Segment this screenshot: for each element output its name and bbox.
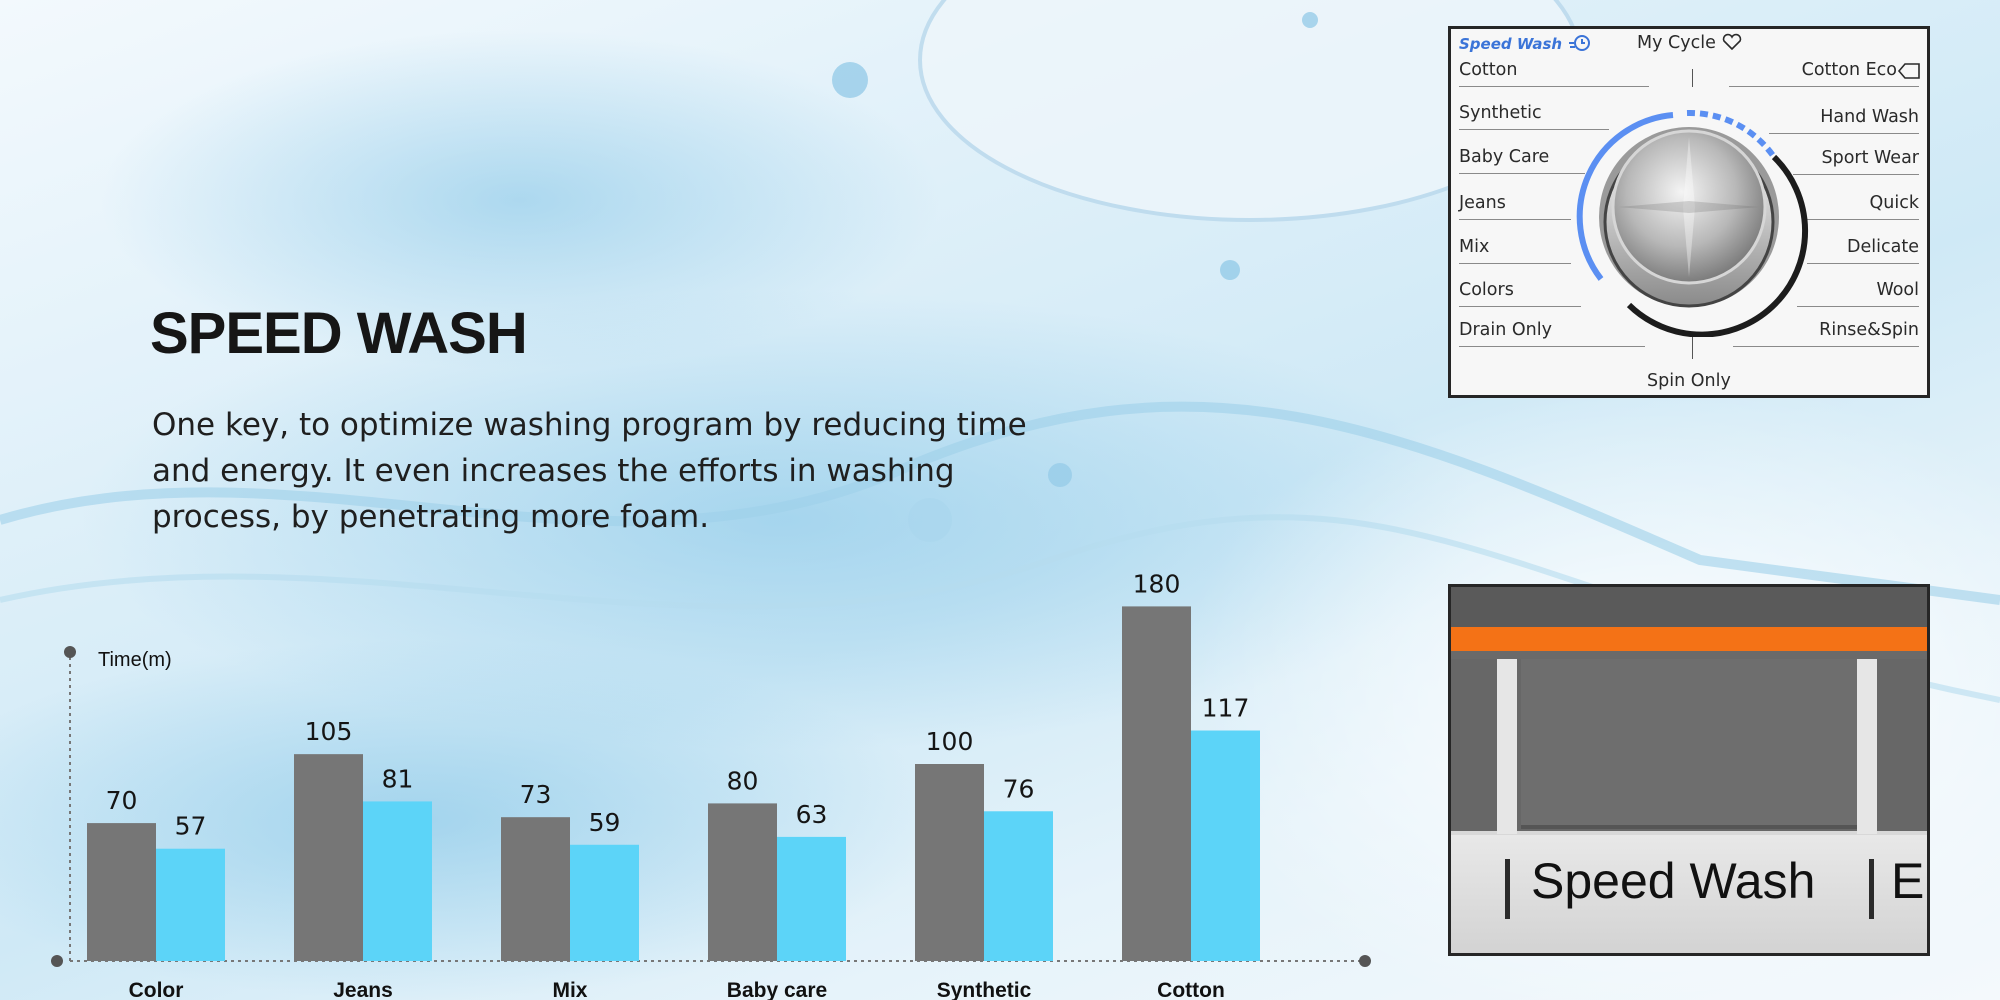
program-baby-care[interactable]: Baby Care xyxy=(1459,147,1550,167)
data-label: 117 xyxy=(1202,694,1250,723)
heart-hand-icon xyxy=(1723,33,1742,51)
program-hand-wash[interactable]: Hand Wash xyxy=(1820,107,1919,127)
bar xyxy=(363,801,432,961)
speed-wash-button[interactable]: Speed Wash xyxy=(1531,853,1816,909)
orange-strip xyxy=(1451,627,1927,651)
program-rinse-spin[interactable]: Rinse&Spin xyxy=(1819,320,1919,340)
category-label: Baby care xyxy=(727,979,827,1000)
page-title: SPEED WASH xyxy=(150,301,528,366)
bar xyxy=(777,836,846,961)
program-divider xyxy=(1733,346,1919,347)
program-jeans[interactable]: Jeans xyxy=(1459,193,1506,213)
my-cycle-text: My Cycle xyxy=(1637,33,1716,53)
program-divider xyxy=(1459,86,1649,87)
program-cotton[interactable]: Cotton xyxy=(1459,60,1518,80)
category-label: Mix xyxy=(552,979,587,1000)
bar xyxy=(1122,606,1191,961)
program-divider xyxy=(1459,219,1571,220)
time-comparison-chart: Time(m) 70 57 Color 105 81 Jeans 73 59 Mix 80 63 Bab… xyxy=(51,569,1371,1000)
program-colors[interactable]: Colors xyxy=(1459,280,1514,300)
program-spin-only[interactable]: Spin Only xyxy=(1647,371,1731,391)
panel-divider xyxy=(1857,659,1877,834)
category-label: Synthetic xyxy=(937,979,1032,1000)
dial-tick xyxy=(1692,69,1693,87)
program-quick[interactable]: Quick xyxy=(1869,193,1919,213)
category-label: Cotton xyxy=(1157,979,1225,1000)
data-label: 81 xyxy=(382,764,414,793)
y-axis-label: Time(m) xyxy=(98,649,172,671)
button-separator xyxy=(1505,859,1510,919)
program-divider xyxy=(1459,129,1609,130)
program-divider xyxy=(1807,263,1919,264)
program-wool[interactable]: Wool xyxy=(1876,280,1919,300)
category-label: Jeans xyxy=(333,979,393,1000)
program-cotton-eco[interactable]: Cotton Eco xyxy=(1801,60,1897,80)
tag-icon xyxy=(1897,63,1920,79)
speed-wash-tag: Speed Wash xyxy=(1459,33,1592,54)
program-synthetic[interactable]: Synthetic xyxy=(1459,103,1542,123)
program-dial-panel: Speed Wash My Cycle Cotton Synthetic Bab… xyxy=(1448,26,1930,398)
speed-wash-tag-label: Speed Wash xyxy=(1459,35,1563,53)
data-label: 73 xyxy=(520,780,552,809)
program-knob[interactable] xyxy=(1569,97,1809,337)
y-axis-end-dot xyxy=(64,646,76,658)
data-label: 100 xyxy=(926,727,974,756)
button-strip xyxy=(1451,835,1927,953)
data-label: 105 xyxy=(305,717,353,746)
my-cycle-label: My Cycle xyxy=(1637,33,1743,53)
description-line: process, by penetrating more foam. xyxy=(152,499,710,535)
x-axis-end-dot xyxy=(1359,955,1371,967)
program-delicate[interactable]: Delicate xyxy=(1847,237,1919,257)
bar xyxy=(294,754,363,961)
display-window xyxy=(1521,659,1857,829)
bar xyxy=(87,823,156,961)
bar xyxy=(156,848,225,961)
description-line: and energy. It even increases the effort… xyxy=(152,453,955,489)
program-mix[interactable]: Mix xyxy=(1459,237,1490,257)
bar xyxy=(501,817,570,961)
description: One key, to optimize washing program by … xyxy=(152,402,1052,540)
data-label: 70 xyxy=(106,786,138,815)
data-label: 57 xyxy=(175,812,207,841)
program-divider xyxy=(1459,263,1571,264)
data-label: 80 xyxy=(727,766,759,795)
program-divider xyxy=(1793,174,1919,175)
panel-shadow-bar xyxy=(1451,651,1927,659)
control-display-panel: Speed Wash E xyxy=(1448,584,1930,956)
data-label: 63 xyxy=(796,800,828,829)
program-divider xyxy=(1729,86,1919,87)
program-divider xyxy=(1769,133,1919,134)
dial-tick xyxy=(1692,337,1693,359)
program-sport-wear[interactable]: Sport Wear xyxy=(1821,148,1919,168)
description-line: One key, to optimize washing program by … xyxy=(152,407,1027,443)
program-divider xyxy=(1459,346,1645,347)
button-separator xyxy=(1869,859,1874,919)
program-divider xyxy=(1807,219,1919,220)
bar xyxy=(984,811,1053,961)
panel-top-bar xyxy=(1451,587,1927,627)
data-label: 76 xyxy=(1003,774,1035,803)
clock-icon xyxy=(1568,35,1590,51)
program-divider xyxy=(1797,306,1919,307)
program-divider xyxy=(1459,306,1581,307)
category-label: Color xyxy=(129,979,184,1000)
program-drain-only[interactable]: Drain Only xyxy=(1459,320,1552,340)
next-button-partial[interactable]: E xyxy=(1891,853,1925,909)
bar xyxy=(915,764,984,961)
data-label: 59 xyxy=(589,808,621,837)
bar xyxy=(570,844,639,961)
origin-dot xyxy=(51,955,63,967)
panel-divider xyxy=(1497,659,1517,834)
program-divider xyxy=(1459,173,1585,174)
data-label: 180 xyxy=(1133,569,1181,598)
bar xyxy=(1191,730,1260,961)
bar xyxy=(708,803,777,961)
